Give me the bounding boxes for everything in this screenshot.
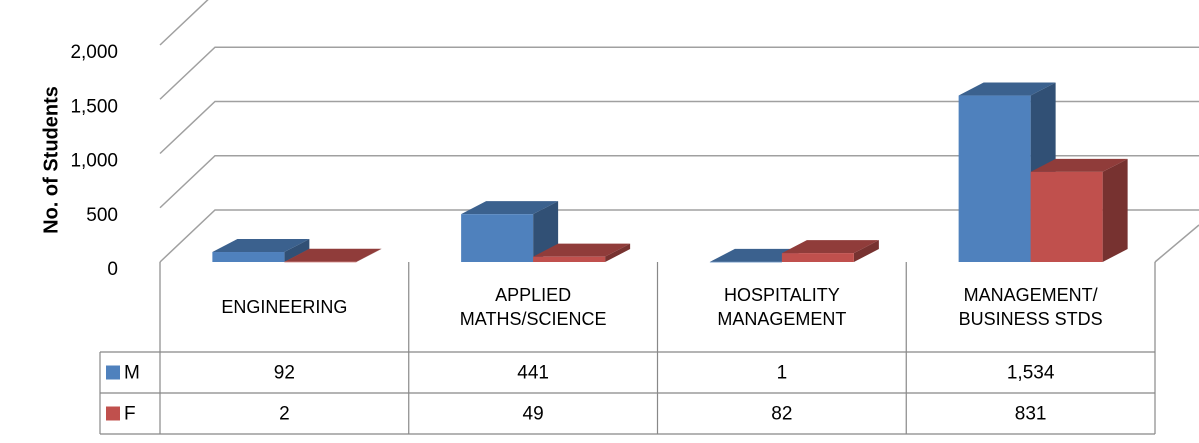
- y-tick-label: 1,500: [70, 96, 118, 117]
- bar: [284, 261, 357, 263]
- legend-label: M: [124, 363, 140, 384]
- bar-top: [958, 82, 1056, 96]
- table-value: 441: [517, 363, 549, 384]
- bar: [533, 256, 606, 262]
- bar-top: [1030, 158, 1128, 172]
- y-axis-label: No. of Students: [40, 86, 62, 234]
- bar: [781, 253, 854, 262]
- table-value: 1,534: [1007, 363, 1055, 384]
- legend-label: F: [124, 404, 136, 425]
- y-tick-label: 500: [86, 205, 118, 226]
- bar: [1030, 171, 1103, 262]
- bar-top: [781, 240, 879, 254]
- y-tick-label: 2,000: [70, 42, 118, 63]
- legend-key: [106, 365, 120, 380]
- bar-side: [284, 239, 310, 262]
- floor-edge: [1154, 224, 1199, 263]
- table-value: 92: [274, 363, 295, 384]
- category-label: APPLIED MATHS/SCIENCE: [459, 285, 607, 329]
- grid-line: [159, 46, 1199, 100]
- grid-line: [159, 100, 1199, 155]
- y-tick-label: 0: [107, 259, 118, 280]
- y-tick-label: 1,000: [70, 151, 118, 172]
- bar-top: [533, 243, 631, 257]
- bar-side: [533, 201, 559, 262]
- table-value: 1: [777, 363, 788, 384]
- category-label: ENGINEERING: [221, 297, 348, 317]
- bar-side: [1102, 158, 1128, 262]
- category-label: HOSPITALITY MANAGEMENT: [717, 285, 847, 329]
- bar: [212, 252, 285, 262]
- bar-top: [212, 239, 310, 253]
- bar: [709, 261, 782, 263]
- grid-line: [159, 209, 1199, 263]
- table-value: 49: [523, 404, 544, 425]
- table-value: 82: [771, 404, 792, 425]
- bar-side: [605, 243, 631, 262]
- bar: [461, 214, 534, 262]
- bar-side: [853, 240, 879, 262]
- bar-top: [284, 248, 382, 262]
- bar-top: [461, 201, 559, 215]
- bar-side: [356, 248, 382, 262]
- grid-line: [159, 155, 1199, 209]
- table-value: 2: [279, 404, 290, 425]
- grid-line: [159, 0, 209, 46]
- legend-key: [106, 406, 120, 421]
- table-value: 831: [1015, 404, 1047, 425]
- category-label: MANAGEMENT/ BUSINESS STDS: [958, 285, 1103, 329]
- bar: [958, 95, 1031, 262]
